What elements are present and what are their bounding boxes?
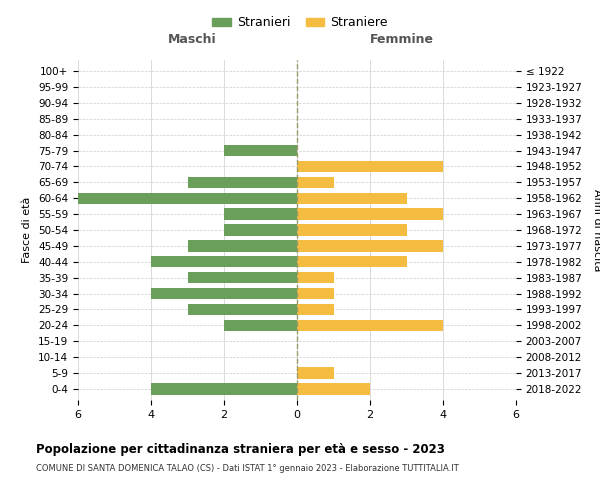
Bar xyxy=(297,160,443,172)
Bar xyxy=(187,176,297,188)
Bar xyxy=(297,240,443,252)
Bar xyxy=(224,320,297,331)
Text: Femmine: Femmine xyxy=(370,34,434,46)
Y-axis label: Anni di nascita: Anni di nascita xyxy=(592,188,600,271)
Bar xyxy=(297,320,443,331)
Text: Popolazione per cittadinanza straniera per età e sesso - 2023: Popolazione per cittadinanza straniera p… xyxy=(36,442,445,456)
Bar xyxy=(297,288,334,300)
Bar xyxy=(187,240,297,252)
Bar xyxy=(151,383,297,394)
Bar xyxy=(151,288,297,300)
Bar xyxy=(297,192,407,204)
Bar xyxy=(297,208,443,220)
Bar xyxy=(297,272,334,283)
Bar xyxy=(297,176,334,188)
Bar xyxy=(224,224,297,235)
Bar xyxy=(78,192,297,204)
Bar xyxy=(297,256,407,268)
Bar xyxy=(297,368,334,378)
Bar xyxy=(297,304,334,315)
Y-axis label: Fasce di età: Fasce di età xyxy=(22,197,32,263)
Bar xyxy=(224,145,297,156)
Bar xyxy=(151,256,297,268)
Legend: Stranieri, Straniere: Stranieri, Straniere xyxy=(207,11,393,34)
Text: COMUNE DI SANTA DOMENICA TALAO (CS) - Dati ISTAT 1° gennaio 2023 - Elaborazione : COMUNE DI SANTA DOMENICA TALAO (CS) - Da… xyxy=(36,464,459,473)
Text: Maschi: Maschi xyxy=(167,34,216,46)
Bar xyxy=(224,208,297,220)
Bar xyxy=(187,304,297,315)
Bar xyxy=(297,224,407,235)
Bar xyxy=(297,383,370,394)
Bar xyxy=(187,272,297,283)
